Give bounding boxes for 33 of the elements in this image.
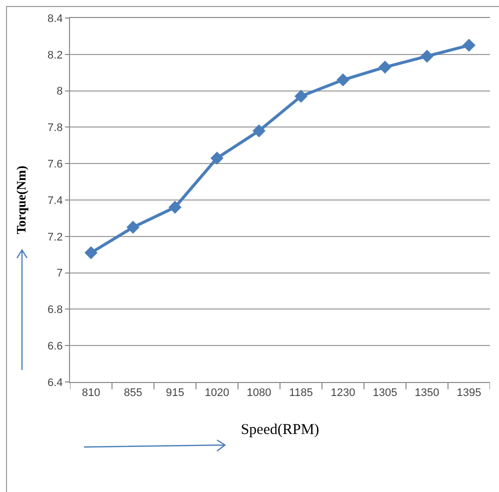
x-tick-label: 1230: [330, 387, 356, 400]
y-tick-label: 8.2: [48, 49, 63, 62]
point: [420, 50, 434, 63]
y-tick-label: 8: [56, 86, 63, 98]
point: [210, 152, 224, 165]
x-tick-label: 855: [124, 387, 142, 400]
point: [168, 200, 182, 214]
x-axis-title: Speed(RPM): [240, 422, 320, 438]
y-tick-label: 6.8: [48, 304, 63, 316]
point: [126, 220, 140, 234]
y-tick-label: 6.6: [48, 340, 63, 352]
point: [462, 38, 476, 52]
x-tick-label: 1080: [246, 387, 272, 400]
x-tick-label: 1395: [456, 387, 482, 400]
x-tick-label: 1185: [289, 387, 313, 400]
point: [84, 246, 98, 260]
y-tick-label: 6.4: [48, 376, 63, 389]
y-tick-label: 7.6: [48, 158, 63, 170]
y-tick-label: 8.4: [48, 12, 63, 25]
y-tick-label: 7.8: [48, 122, 63, 134]
point: [252, 124, 266, 138]
x-tick-label: 915: [166, 387, 184, 400]
point: [336, 73, 350, 86]
x-tick-label: 810: [82, 387, 100, 400]
y-tick-label: 7: [56, 268, 63, 280]
x-tick-label: 1305: [372, 387, 398, 400]
point: [294, 90, 308, 103]
y-axis-title: Torque(Nm): [13, 166, 28, 234]
x-tick-label: 1350: [414, 387, 440, 400]
x-tick-label: 1020: [204, 387, 230, 400]
y-tick-label: 7.4: [48, 194, 63, 207]
point: [378, 60, 392, 74]
y-tick-label: 7.2: [48, 231, 63, 244]
